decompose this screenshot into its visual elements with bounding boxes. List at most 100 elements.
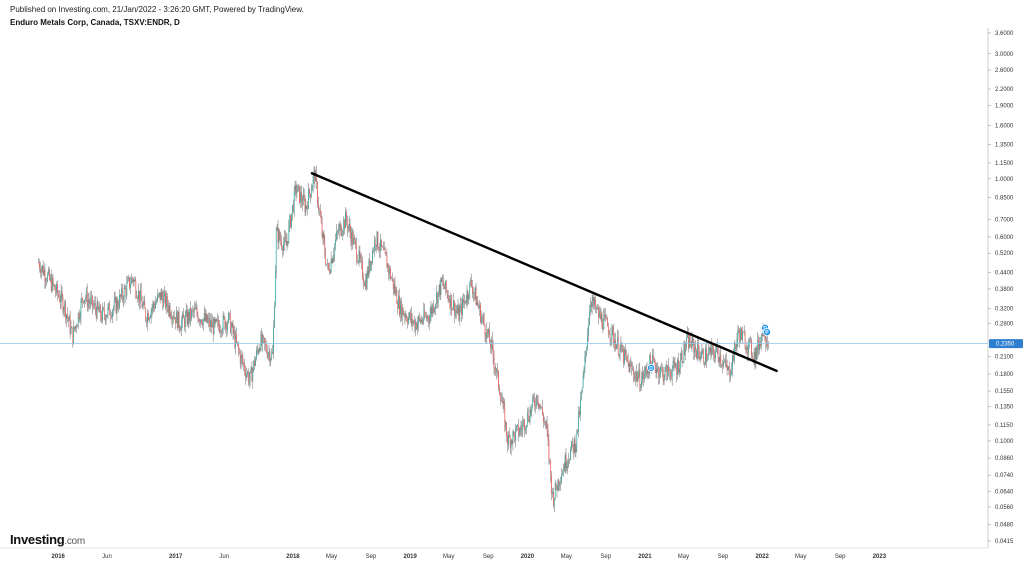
candle-body [369, 259, 371, 270]
candle-body [299, 185, 300, 203]
candle-body [129, 277, 130, 288]
candle-body [244, 364, 246, 372]
candle-body [85, 298, 86, 300]
candle-body [360, 258, 362, 260]
candle-body [658, 367, 660, 378]
candle-body [370, 261, 372, 270]
candle-body [177, 311, 179, 329]
candle-body [409, 312, 411, 321]
candle-body [578, 411, 579, 432]
candle-body [404, 314, 406, 318]
candle-body [300, 192, 301, 203]
candle-body [97, 301, 99, 309]
candle-body [79, 317, 81, 320]
candle-body [298, 185, 300, 187]
candle-body [566, 466, 568, 469]
candle-body [108, 303, 110, 307]
candle-body [760, 342, 761, 346]
event-marker[interactable] [647, 363, 656, 372]
candle-body [373, 239, 375, 252]
candle-body [509, 437, 511, 448]
candle-body [527, 412, 529, 421]
candle-body [411, 314, 413, 324]
candle-body [393, 284, 395, 289]
event-marker-label: D [649, 366, 653, 372]
candle-body [437, 291, 439, 304]
candle-body [414, 320, 416, 330]
candle-body [685, 347, 687, 353]
candle-body [443, 281, 444, 287]
candle-body [487, 329, 489, 335]
candle-body [676, 368, 678, 375]
y-tick-label: 0.0560 [995, 505, 1014, 511]
candle-body [106, 315, 108, 318]
candle-body [643, 374, 645, 380]
candle-body [100, 305, 102, 317]
candle-body [394, 284, 396, 294]
candle-body [76, 325, 78, 328]
candle-body [485, 335, 487, 339]
candle-body [304, 199, 306, 213]
candle-body [221, 330, 223, 333]
candle-body [501, 399, 503, 404]
candle-body [170, 316, 172, 318]
trendline[interactable] [310, 172, 778, 373]
candle-body [301, 201, 303, 205]
candle-body [742, 331, 743, 340]
candle-body [392, 278, 394, 289]
candle-body [249, 371, 251, 380]
candle-body [230, 326, 232, 333]
candle-body [757, 339, 759, 355]
candle-body [459, 309, 461, 321]
candle-body [697, 342, 699, 352]
candle-body [233, 331, 235, 334]
candle-body [679, 358, 681, 369]
candle-body [316, 173, 318, 184]
candle-body [73, 326, 75, 344]
candle-body [143, 301, 145, 305]
candle-body [50, 276, 52, 291]
candle-body [548, 439, 550, 459]
candle-body [341, 234, 343, 236]
candle-body [357, 261, 359, 263]
candle-body [189, 307, 191, 322]
candle-body [397, 303, 399, 309]
candle-body [214, 318, 216, 323]
candle-body [666, 365, 668, 380]
candle-body [425, 315, 426, 317]
candle-body [202, 318, 204, 326]
candle-body [522, 423, 524, 430]
candle-body [739, 331, 741, 342]
candle-body [607, 318, 608, 327]
candle-body [406, 315, 408, 321]
candle-body [656, 369, 658, 374]
candle-body [628, 362, 630, 373]
candle-body [400, 300, 402, 319]
candle-body [195, 308, 197, 310]
candle-body [40, 268, 41, 274]
event-marker[interactable] [762, 328, 771, 337]
y-tick-label: 0.1800 [995, 372, 1014, 378]
candle-body [427, 316, 428, 319]
candle-body [405, 315, 407, 318]
candle-body [238, 343, 239, 350]
event-marker-label: P [765, 330, 769, 336]
candle-body [140, 290, 142, 301]
candle-body [242, 357, 244, 364]
candle-body [68, 316, 70, 321]
candle-body [248, 379, 250, 383]
candle-body [489, 329, 490, 343]
candle-body [391, 278, 392, 280]
candle-body [307, 205, 309, 209]
candle-body [563, 468, 565, 471]
candle-body [712, 345, 714, 348]
candle-body [586, 346, 588, 352]
x-tick-label: Sep [366, 554, 377, 560]
candle-body [477, 301, 479, 305]
candle-body [197, 314, 199, 322]
current-price-badge: 0.2350 [989, 339, 1023, 349]
candle-body [426, 315, 427, 319]
candle-body [588, 325, 589, 335]
candle-body [517, 424, 519, 436]
